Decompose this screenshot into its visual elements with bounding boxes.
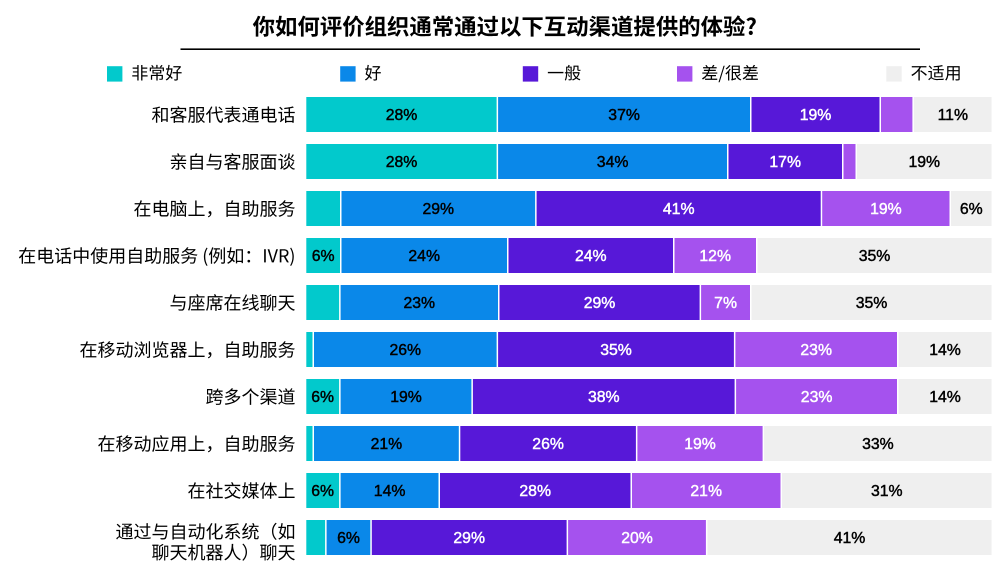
svg-text:28%: 28%	[519, 483, 551, 500]
svg-text:38%: 38%	[588, 389, 620, 406]
svg-text:14%: 14%	[374, 483, 406, 500]
svg-text:33%: 33%	[862, 436, 894, 453]
svg-text:14%: 14%	[929, 342, 961, 359]
svg-text:11%: 11%	[938, 107, 968, 124]
svg-text:6%: 6%	[311, 483, 334, 500]
svg-text:19%: 19%	[800, 107, 832, 124]
svg-text:21%: 21%	[690, 483, 722, 500]
svg-text:41%: 41%	[834, 530, 866, 547]
svg-text:26%: 26%	[389, 342, 421, 359]
svg-text:26%: 26%	[532, 436, 564, 453]
svg-text:35%: 35%	[600, 342, 632, 359]
svg-text:21%: 21%	[371, 436, 403, 453]
svg-text:23%: 23%	[800, 342, 832, 359]
svg-text:29%: 29%	[453, 530, 485, 547]
svg-text:28%: 28%	[386, 154, 418, 171]
svg-text:28%: 28%	[386, 107, 418, 124]
svg-text:19%: 19%	[908, 154, 940, 171]
svg-text:12%: 12%	[699, 248, 731, 265]
svg-text:7%: 7%	[714, 295, 737, 312]
svg-text:6%: 6%	[960, 201, 983, 218]
svg-text:17%: 17%	[769, 154, 801, 171]
svg-text:29%: 29%	[422, 201, 454, 218]
svg-text:19%: 19%	[870, 201, 902, 218]
svg-text:24%: 24%	[575, 248, 607, 265]
svg-text:20%: 20%	[621, 530, 653, 547]
svg-text:41%: 41%	[663, 201, 695, 218]
svg-text:6%: 6%	[312, 248, 335, 265]
svg-text:6%: 6%	[311, 389, 334, 406]
svg-text:31%: 31%	[871, 483, 903, 500]
svg-text:23%: 23%	[801, 389, 833, 406]
svg-text:24%: 24%	[408, 248, 440, 265]
svg-text:34%: 34%	[597, 154, 629, 171]
svg-text:19%: 19%	[390, 389, 422, 406]
svg-text:14%: 14%	[929, 389, 961, 406]
svg-text:37%: 37%	[608, 107, 640, 124]
svg-text:29%: 29%	[584, 295, 616, 312]
svg-text:35%: 35%	[859, 248, 891, 265]
svg-text:6%: 6%	[337, 530, 360, 547]
svg-text:23%: 23%	[403, 295, 435, 312]
svg-text:35%: 35%	[856, 295, 888, 312]
svg-text:19%: 19%	[684, 436, 716, 453]
